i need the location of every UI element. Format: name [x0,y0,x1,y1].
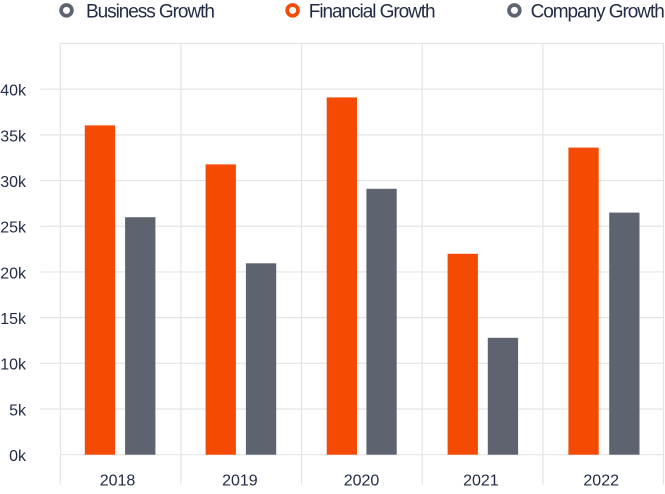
svg-text:Company Growth: Company Growth [531,2,665,23]
svg-text:20k: 20k [0,265,27,282]
svg-text:5k: 5k [9,402,27,419]
svg-text:10k: 10k [0,357,27,374]
svg-text:2019: 2019 [222,473,258,489]
svg-text:15k: 15k [0,311,27,328]
svg-text:2018: 2018 [100,473,136,489]
svg-text:35k: 35k [0,128,27,145]
svg-text:25k: 25k [0,220,27,237]
svg-text:Financial Growth: Financial Growth [309,2,435,23]
svg-text:30k: 30k [0,174,27,191]
svg-text:2021: 2021 [463,473,499,489]
svg-text:Business Growth: Business Growth [86,2,214,23]
svg-text:40k: 40k [0,83,27,100]
svg-text:2022: 2022 [583,473,619,489]
svg-text:0k: 0k [9,448,27,465]
svg-text:2020: 2020 [344,473,380,489]
